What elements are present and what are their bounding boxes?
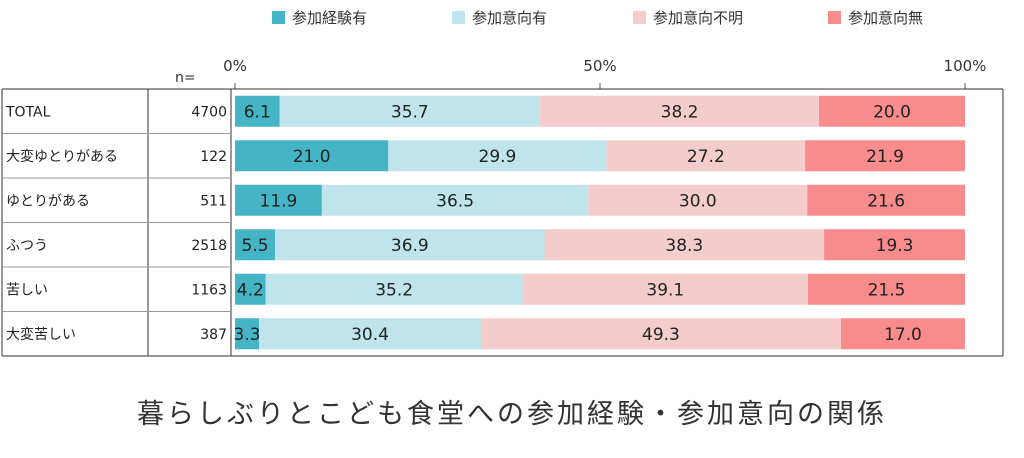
bar-segment-r3-s3: [588, 184, 808, 216]
data-label-r6-s2: 30.4: [351, 325, 389, 345]
bar-segment-r5-s2: [265, 273, 523, 305]
axis-tick-label-3: 100%: [944, 57, 987, 75]
row-n-1: 4700: [191, 104, 227, 120]
row-label-2: 大変ゆとりがある: [6, 148, 118, 165]
bar-segment-r6-s2: [259, 318, 482, 350]
legend-swatch-3: [633, 11, 646, 24]
row-label-5: 苦しい: [6, 282, 48, 298]
row-n-6: 387: [200, 327, 227, 343]
bar-segment-r2-s4: [805, 140, 965, 172]
data-label-r2-s4: 21.9: [866, 147, 904, 167]
bar-segment-r2-s1: [235, 140, 389, 172]
data-label-r4-s3: 38.3: [665, 236, 703, 256]
bar-segment-r5-s3: [522, 273, 809, 305]
data-label-r2-s3: 27.2: [687, 147, 725, 167]
bar-segment-r2-s2: [388, 140, 607, 172]
data-label-r5-s1: 4.2: [237, 280, 264, 300]
bar-segment-r1-s4: [819, 95, 965, 127]
data-label-r5-s2: 35.2: [375, 280, 413, 300]
data-label-r1-s3: 38.2: [661, 102, 699, 122]
row-label-1: TOTAL: [5, 104, 51, 120]
data-label-r6-s1: 3.3: [234, 325, 261, 345]
data-label-r1-s4: 20.0: [873, 102, 911, 122]
bar-segment-r2-s3: [606, 140, 806, 172]
row-label-4: ふつう: [6, 238, 48, 254]
row-n-2: 122: [200, 149, 227, 165]
data-label-r3-s3: 30.0: [679, 191, 717, 211]
data-label-r1-s1: 6.1: [244, 102, 271, 122]
data-label-r2-s2: 29.9: [479, 147, 517, 167]
data-label-r5-s4: 21.5: [868, 280, 906, 300]
bar-segment-r1-s3: [540, 95, 819, 127]
stacked-bar-chart: 参加経験有 参加意向有 参加意向不明 参加意向無 0% 50% 100% n= TOTAL 470…: [1, 9, 1004, 357]
bar-segment-r1-s2: [279, 95, 541, 127]
row-n-3: 511: [200, 193, 227, 209]
bar-segment-r6-s4: [840, 318, 965, 350]
legend-label-4: 参加意向無: [848, 9, 923, 27]
data-label-r6-s4: 17.0: [884, 325, 922, 345]
data-label-r1-s2: 35.7: [391, 102, 429, 122]
data-label-r6-s3: 49.3: [642, 325, 680, 345]
legend-label-1: 参加経験有: [292, 9, 367, 27]
bar-segment-r5-s4: [808, 273, 965, 305]
n-header: n=: [175, 70, 196, 86]
legend-swatch-1: [272, 11, 285, 24]
bar-segment-r6-s3: [481, 318, 841, 350]
axis-tick-label-2: 50%: [583, 57, 616, 75]
bar-segment-r5-s1: [235, 273, 266, 305]
row-label-6: 大変苦しい: [6, 326, 76, 343]
chart-caption: 暮らしぶりとこども食堂への参加経験・参加意向の関係: [137, 399, 887, 430]
bar-segment-r4-s2: [275, 229, 545, 261]
data-label-r2-s1: 21.0: [293, 147, 331, 167]
data-label-r3-s4: 21.6: [867, 191, 905, 211]
data-label-r4-s1: 5.5: [242, 236, 269, 256]
bar-segment-r6-s1: [235, 318, 260, 350]
axis-tick-label-1: 0%: [223, 57, 247, 75]
row-n-4: 2518: [191, 238, 227, 254]
bar-segment-r3-s1: [235, 184, 322, 216]
bar-segment-r1-s1: [235, 95, 280, 127]
legend-label-3: 参加意向不明: [653, 9, 743, 27]
bar-segment-r4-s1: [235, 229, 276, 261]
legend-swatch-2: [452, 11, 465, 24]
bar-segment-r3-s4: [807, 184, 965, 216]
data-label-r3-s1: 11.9: [260, 191, 298, 211]
data-label-r5-s3: 39.1: [646, 280, 684, 300]
data-label-r3-s2: 36.5: [436, 191, 474, 211]
bar-segment-r4-s3: [544, 229, 825, 261]
row-n-5: 1163: [191, 282, 227, 298]
legend-swatch-4: [828, 11, 841, 24]
row-label-3: ゆとりがある: [6, 193, 90, 209]
legend-label-2: 参加意向有: [472, 9, 547, 27]
data-label-r4-s4: 19.3: [876, 236, 914, 256]
data-label-r4-s2: 36.9: [391, 236, 429, 256]
bar-segment-r3-s2: [321, 184, 589, 216]
bar-segment-r4-s4: [824, 229, 965, 261]
